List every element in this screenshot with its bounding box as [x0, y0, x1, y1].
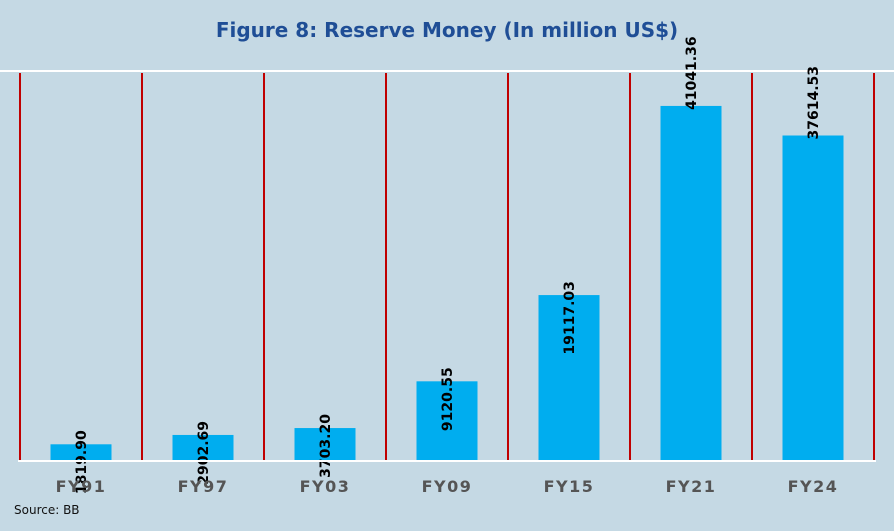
category-label-fy97: FY97 — [178, 477, 229, 496]
bar-fy24 — [782, 135, 844, 460]
category-label-fy91: FY91 — [56, 477, 107, 496]
bar-fy91 — [50, 444, 112, 460]
bar-fy09 — [416, 381, 478, 460]
bar-fy21 — [660, 105, 722, 460]
bars-group — [50, 105, 844, 460]
source-note: Source: BB — [14, 503, 80, 517]
value-label-fy15: 19117.03 — [562, 281, 578, 355]
value-label-fy97: 2902.69 — [196, 421, 212, 485]
category-label-fy21: FY21 — [666, 477, 717, 496]
category-label-fy09: FY09 — [422, 477, 473, 496]
bar-fy15 — [538, 295, 600, 460]
bar-fy97 — [172, 434, 234, 460]
value-label-fy21: 41041.36 — [684, 36, 700, 110]
category-labels-group: FY91 FY97 FY03 FY09 FY15 FY21 FY24 — [56, 477, 839, 496]
value-label-fy91: 1819.90 — [74, 430, 90, 494]
value-label-fy03: 3703.20 — [318, 414, 334, 478]
value-label-fy24: 37614.53 — [806, 66, 822, 140]
category-label-fy15: FY15 — [544, 477, 595, 496]
category-separators — [19, 73, 875, 460]
category-label-fy03: FY03 — [300, 477, 351, 496]
category-label-fy24: FY24 — [788, 477, 839, 496]
bar-fy03 — [294, 428, 356, 460]
chart-title: Figure 8: Reserve Money (In million US$) — [215, 18, 679, 42]
value-label-fy09: 9120.55 — [440, 367, 456, 431]
